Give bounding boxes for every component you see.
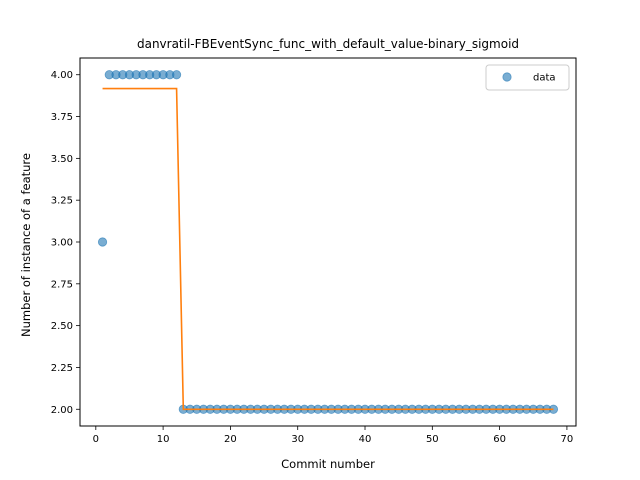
plot-area: 0 10 20 30 40 50 60 70 2.00 2.25 2.50 2.75 3.00 3.25 3… (51, 57, 577, 445)
y-tick-label: 3.00 (51, 238, 73, 249)
y-tick-label: 2.75 (51, 279, 73, 290)
data-point (97, 237, 108, 247)
y-axis-label: Number of instance of a feature (19, 153, 33, 337)
y-tick-label: 3.75 (51, 112, 73, 123)
x-tick-label: 20 (224, 434, 237, 445)
x-tick-label: 30 (291, 434, 304, 445)
y-tick-label: 2.25 (51, 363, 73, 374)
x-tick-label: 70 (561, 434, 574, 445)
y-tick-label: 3.25 (51, 196, 73, 207)
x-tick-label: 40 (359, 434, 372, 445)
x-tick-label: 50 (426, 434, 439, 445)
y-tick-label: 3.50 (51, 154, 73, 165)
x-tick-label: 10 (157, 434, 170, 445)
legend-box (485, 64, 570, 91)
y-tick-label: 4.00 (51, 70, 73, 81)
y-tick-label: 2.00 (51, 405, 73, 416)
y-tick-label: 2.50 (51, 321, 73, 332)
data-point (171, 70, 182, 80)
legend-label: data (533, 73, 556, 84)
x-tick-label: 60 (493, 434, 506, 445)
chart-title: danvratil-FBEventSync_func_with_default_… (137, 37, 519, 51)
x-axis-label: Commit number (281, 457, 375, 471)
fit-line (102, 87, 554, 411)
legend-marker (502, 72, 512, 82)
x-tick-label: 0 (93, 434, 99, 445)
